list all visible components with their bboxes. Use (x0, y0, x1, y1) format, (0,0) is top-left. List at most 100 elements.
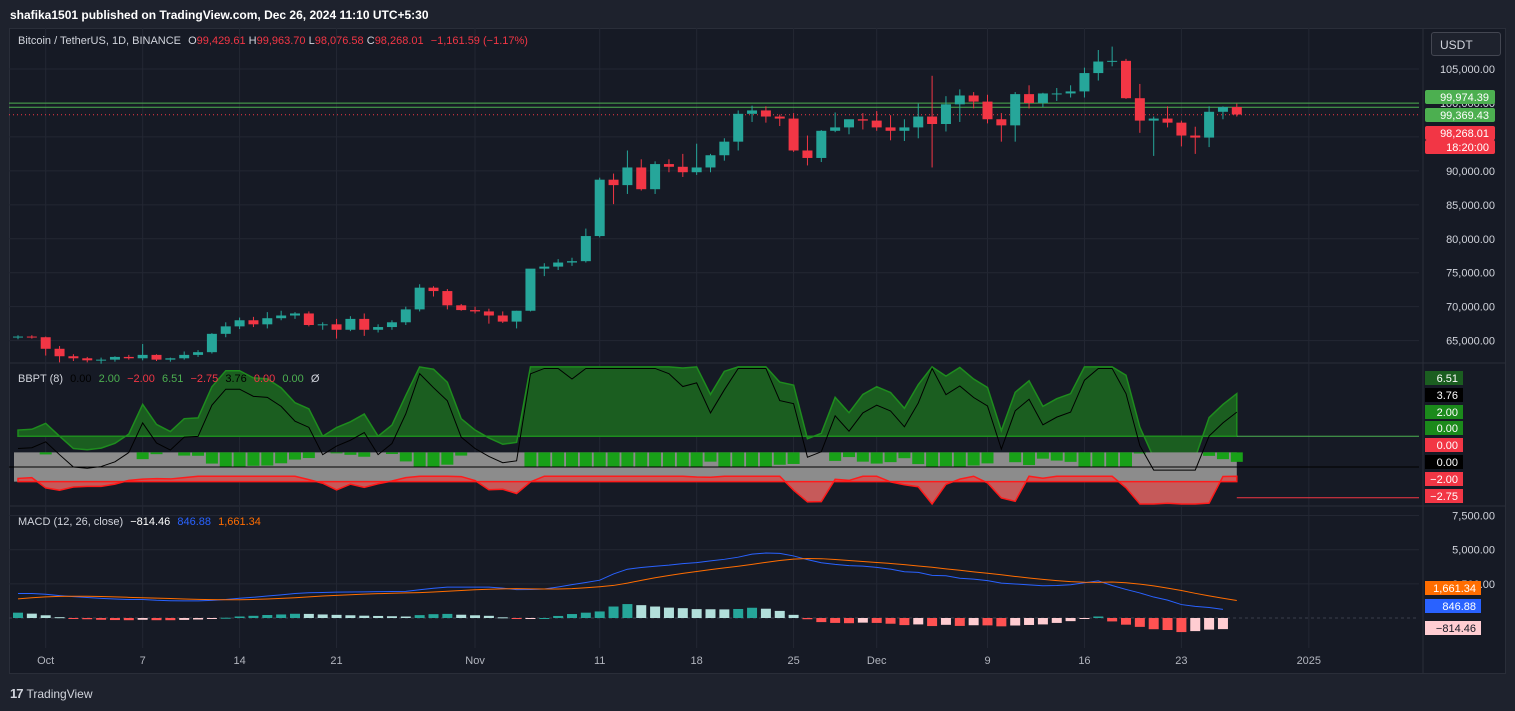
signal-line (17, 557, 1237, 601)
macd-hist-bar (830, 618, 841, 623)
candle-body (830, 127, 841, 131)
bbpt-bar (1050, 452, 1063, 461)
candle-body (137, 354, 148, 359)
macd-hist-bar (1051, 618, 1062, 623)
candle-body (954, 95, 965, 105)
macd-hist-bar (580, 612, 591, 618)
price-axis-tick: 85,000.00 (1446, 200, 1495, 212)
bbpt-bar (427, 452, 440, 467)
candle-body (82, 358, 93, 361)
macd-hist-bar (650, 606, 661, 618)
bbpt-bar (302, 452, 315, 459)
macd-hist-bar (511, 618, 522, 619)
macd-hist-bar (1037, 618, 1048, 625)
price-tag-text: 99,369.43 (1440, 110, 1489, 122)
bbpt-bar (399, 452, 412, 462)
macd-axis-tick: 5,000.00 (1452, 545, 1495, 557)
candle-body (123, 356, 134, 359)
candle-body (109, 356, 120, 360)
bbpt-bar (538, 452, 551, 467)
bbpt-axis-tag (1425, 472, 1463, 486)
macd-line-value: 846.88 (177, 516, 212, 528)
candle-body (1037, 93, 1048, 103)
macd-hist-bar (470, 615, 481, 618)
macd-hist-bar (400, 616, 411, 618)
price-tag-text: 98,268.01 (1440, 128, 1489, 140)
macd-hist-bar (636, 605, 647, 618)
macd-hist-bar (442, 613, 453, 618)
macd-hist-bar (331, 614, 342, 618)
macd-hist-bar (1217, 618, 1228, 630)
macd-hist-bar (982, 618, 993, 626)
macd-hist-bar (940, 618, 951, 625)
candle-body (650, 164, 661, 190)
price-tag-text: 99,974.39 (1440, 92, 1489, 104)
macd-hist-bar (608, 606, 619, 618)
bbpt-axis-tag-text: −2.75 (1430, 491, 1458, 503)
macd-hist-bar (1065, 618, 1076, 622)
bbpt-bar (330, 452, 343, 454)
low-value: L98,076.58 (308, 35, 364, 47)
candle-body (483, 311, 494, 316)
candle-body (1134, 98, 1145, 121)
time-axis-label: 18 (691, 655, 703, 667)
macd-hist-bar (40, 615, 51, 618)
candle-body (373, 327, 384, 330)
candle-body (442, 291, 453, 306)
candle-body (996, 119, 1007, 126)
bbpt-bar (967, 452, 980, 466)
macd-hist-bar (1093, 616, 1104, 618)
tradingview-logo[interactable]: 17 TradingView (10, 686, 93, 701)
macd-hist-bar (345, 615, 356, 618)
close-value: C98,268.01 (366, 35, 424, 47)
candle-body (96, 359, 107, 361)
bbpt-title: BBPT (8) (18, 373, 64, 385)
bbpt-bar (455, 452, 468, 456)
bbpt-bar (704, 452, 717, 462)
symbol-legend[interactable]: Bitcoin / TetherUS, 1D, BINANCE O99,429.… (18, 35, 532, 47)
candle-body (539, 266, 550, 269)
macd-hist-bar (96, 618, 107, 620)
macd-hist-bar (248, 615, 259, 618)
bbpt-axis-tag (1425, 388, 1463, 402)
chart-frame[interactable] (9, 28, 1506, 674)
bbpt-bar (981, 452, 994, 464)
macd-hist-bar (206, 618, 217, 619)
bbpt-bar (884, 452, 897, 463)
bbpt-bar (787, 452, 800, 464)
chart-canvas[interactable]: Oct 7 14 21 Nov 11 18 25 Dec 9 16 23 2025 105,000.00 1… (9, 28, 1506, 674)
bbpt-bar (1133, 452, 1146, 454)
price-axis-tick: 65,000.00 (1446, 336, 1495, 348)
time-axis-label: 7 (140, 655, 146, 667)
candle-body (774, 116, 785, 119)
bbpt-value-3: −2.00 (127, 373, 155, 385)
bbpt-axis-tag (1425, 455, 1463, 469)
currency-button[interactable]: USDT (1431, 32, 1501, 56)
candle-body (663, 164, 674, 167)
macd-hist-bar (760, 608, 771, 618)
bbpt-legend[interactable]: BBPT (8) 0.00 2.00 −2.00 6.51 −2.75 3.76… (18, 373, 323, 385)
bbpt-value-7: 0.00 (253, 373, 276, 385)
candle-body (206, 333, 217, 353)
candle-body (68, 356, 79, 359)
time-axis-label: 2025 (1297, 655, 1321, 667)
bbpt-bar (649, 452, 662, 467)
macd-hist-bar (220, 617, 231, 619)
bbpt-bar (912, 452, 925, 465)
bbpt-bar (1078, 452, 1091, 467)
macd-hist-bar (539, 618, 550, 619)
candle-body (1093, 61, 1104, 74)
price-tag (1425, 140, 1495, 154)
macd-axis-tag-text: 1,661.34 (1433, 583, 1476, 595)
bbpt-bar (219, 452, 232, 467)
macd-hist-bar (262, 614, 273, 618)
macd-hist-bar (26, 613, 37, 618)
candle-body (608, 179, 619, 186)
macd-legend[interactable]: MACD (12, 26, close) −814.46 846.88 1,66… (18, 516, 265, 528)
bbpt-bar (1120, 452, 1132, 467)
candle-body (733, 113, 744, 142)
bbpt-bar (1092, 452, 1105, 467)
bbpt-bar (718, 452, 731, 467)
bbpt-bull-area (17, 365, 1238, 459)
macd-hist-bar (899, 618, 910, 626)
